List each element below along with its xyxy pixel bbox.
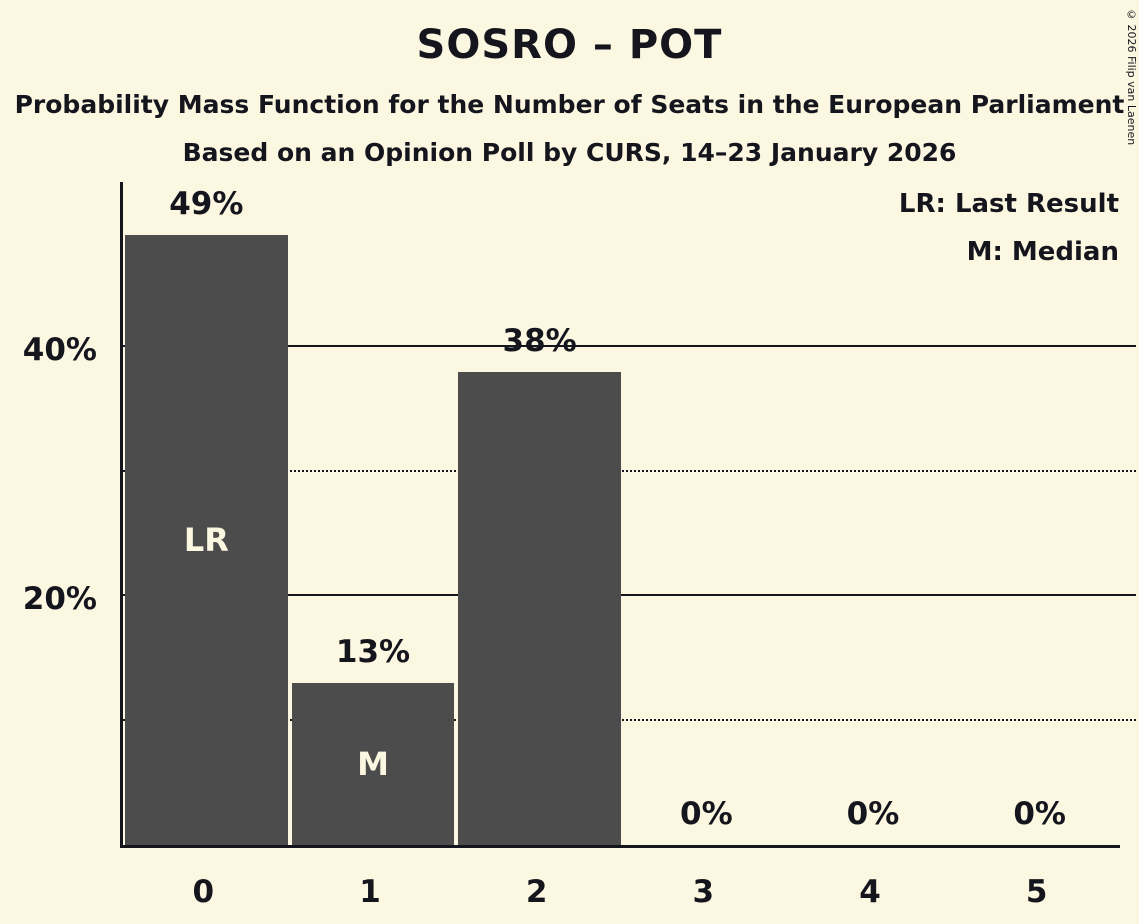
bar-value-label-5: 0%	[1013, 796, 1066, 832]
plot-area: LR 49% M 13% 38% 0% 0% 0%	[120, 182, 1136, 848]
copyright-notice: © 2026 Filip van Laenen	[1125, 8, 1138, 146]
bar-annotation-lr: LR	[183, 521, 229, 560]
legend-last-result: LR: Last Result	[898, 189, 1119, 219]
gridline-10-dotted	[123, 718, 1136, 721]
chart-subtitle-line1: Probability Mass Function for the Number…	[14, 90, 1125, 119]
legend-median: M: Median	[966, 237, 1119, 267]
chart-subtitle-line2: Based on an Opinion Poll by CURS, 14–23 …	[182, 138, 957, 167]
bar-seats-2	[458, 371, 621, 845]
bar-seats-0: LR	[125, 235, 288, 845]
y-axis-label-40: 40%	[22, 332, 97, 369]
x-axis-label-0: 0	[192, 874, 215, 910]
bar-annotation-m: M	[357, 745, 389, 784]
chart-title: SOSRO – POT	[416, 22, 723, 68]
x-axis-label-5: 5	[1025, 874, 1048, 910]
bar-value-label-0: 49%	[169, 186, 244, 223]
bar-value-label-2: 38%	[502, 322, 577, 359]
bar-value-label-1: 13%	[335, 634, 411, 671]
legend: LR: Last Result M: Median	[899, 180, 1119, 276]
x-axis-label-3: 3	[692, 874, 715, 910]
gridline-40	[123, 345, 1136, 348]
bar-value-label-3: 0%	[680, 796, 733, 832]
y-axis-label-20: 20%	[22, 581, 97, 618]
bar-seats-1: M	[291, 683, 455, 845]
bar-value-label-4: 0%	[846, 796, 900, 832]
x-axis-label-4: 4	[859, 874, 881, 910]
gridline-20	[123, 594, 1136, 597]
x-axis-label-1: 1	[359, 874, 381, 910]
x-axis-label-2: 2	[525, 874, 548, 910]
gridline-30-dotted	[123, 469, 1136, 472]
